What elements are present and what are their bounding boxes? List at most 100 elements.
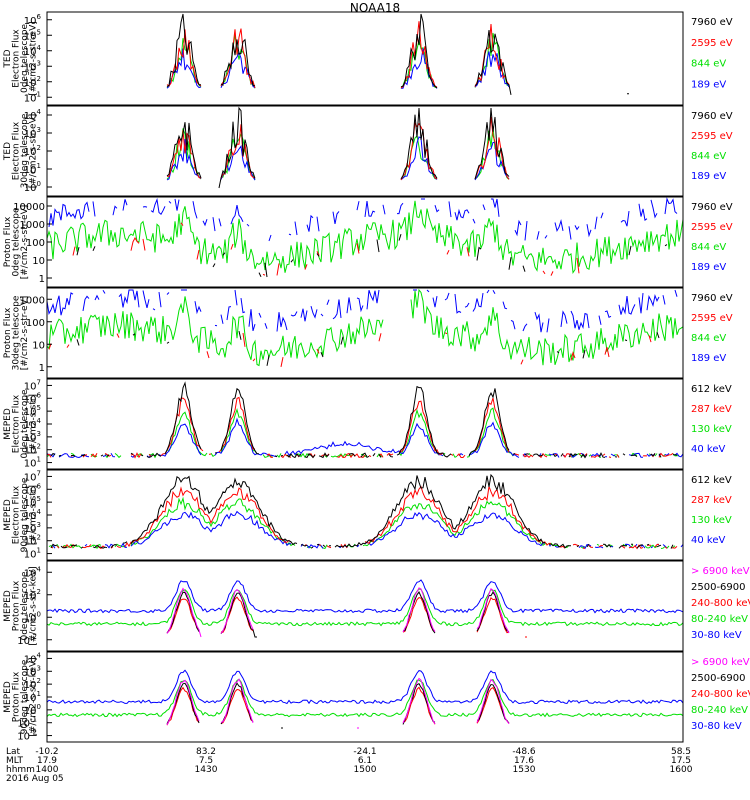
plot-frame [46,560,684,652]
legend-entry: 844 eV [691,59,726,70]
xaxis-tick-label: 58.5 [671,747,691,757]
ytick-label: 100 [26,238,45,249]
series-green-trace [46,200,684,275]
legend-entry: 189 eV [691,353,726,364]
legend-entry: 287 keV [691,495,732,506]
legend-entry: 130 keV [691,424,732,435]
xaxis-tick-label: -10.2 [35,747,58,757]
legend-entry: 80-240 keV [691,614,748,625]
xaxis-tick-label: 6.1 [358,756,372,766]
series-red-trace [47,398,679,458]
series-red-trace [166,21,510,89]
series-blue-trace [46,579,684,614]
xaxis-tick-label: 1600 [670,765,693,775]
ylabel-line: [#/cm2-s-str-eV] [29,114,39,189]
ylabel-line: 90deg telescope [20,659,30,734]
series-green-trace [166,32,510,89]
legend-entry: 80-240 keV [691,705,748,716]
ytick-label: 100 [26,318,45,329]
legend-entry: 612 keV [691,384,732,395]
xaxis-tick-label: 17.6 [514,756,534,766]
series-red-trace [166,116,510,181]
ylabel-line: [#/cm2-s-str-keV] [29,657,39,736]
xaxis-tick-label: 1500 [354,765,377,775]
legend-entry: 189 eV [691,171,726,182]
legend-entry: 2595 eV [691,222,733,233]
ylabel-line: [#/cm2-s-str-eV] [29,21,39,96]
ytick-label: 10 [32,340,45,351]
legend-entry: 287 keV [691,404,732,415]
xaxis-tick-label: -48.6 [512,747,536,757]
ylabel-line: Proton Flux [3,216,13,267]
series-green-trace [46,588,684,627]
legend-entry: 189 eV [691,262,726,273]
series-green-trace [46,288,684,367]
legend-entry: 844 eV [691,242,726,253]
ylabel-line: [#/cm2-s-str-keV] [29,566,39,645]
ylabel-line: 0deg telescope [12,207,22,277]
xaxis-tick-label: 7.5 [199,756,213,766]
ylabel-line: Proton Flux [12,671,22,722]
series-green-trace [166,126,510,181]
series-green-trace [47,408,683,457]
legend-entry: 240-800 keV [691,689,750,700]
series-blue-trace [166,136,510,181]
ylabel-line: Electron Flux [12,394,22,453]
legend-entry: > 6900 keV [691,657,750,668]
plot-frame [46,105,684,197]
legend-entry: 7960 eV [691,293,733,304]
legend-entry: 30-80 keV [691,630,742,641]
series-blue-trace [46,289,678,333]
legend-entry: 2500-6900 [691,673,746,684]
ylabel-line: 0deg telescope [20,24,30,94]
legend-entry: 240-800 keV [691,598,750,609]
ylabel-line: TED [3,49,13,68]
ylabel-line: 90deg telescope [20,477,30,552]
series-green-trace [46,678,684,718]
ylabel-line: TED [3,142,13,161]
xaxis-row-label: MLT [6,756,24,766]
series-red-trace [167,597,593,637]
xaxis-row-label: Lat [6,747,21,757]
series-blue-trace [166,48,510,89]
ylabel-line: Electron Flux [12,485,22,544]
series-black-trace [76,233,668,278]
xaxis-tick-label: 1530 [513,765,536,775]
legend-entry: 2595 eV [691,313,733,324]
ylabel-line: [#/cm2-s-str-eV] [20,205,30,280]
ytick-label: 1 [39,363,45,374]
plot-frame [46,287,684,379]
ylabel-line: [#/cm2-s-str] [29,394,39,454]
ylabel-line: Proton Flux [12,580,22,631]
date-label: 2016 Aug 05 [6,774,64,784]
legend-entry: 189 eV [691,79,726,90]
legend-entry: 7960 eV [691,202,733,213]
ylabel-line: MEPED [3,408,13,440]
ytick-label: 10 [32,256,45,267]
legend-entry: 40 keV [691,535,725,546]
ylabel-line: MEPED [3,590,13,622]
series-black-trace [166,682,510,729]
ylabel-line: [#/cm2-s-str-eV] [20,296,30,371]
xaxis-tick-label: -24.1 [353,747,376,757]
ytick-label: 1000 [20,295,45,306]
ylabel-line: Proton Flux [3,307,13,358]
legend-entry: 7960 eV [691,17,733,28]
ylabel-line: Electron Flux [12,121,22,180]
plot-frame [46,11,684,106]
ylabel-line: 30deg telescope [12,295,22,370]
xaxis-tick-label: 83.2 [196,747,216,757]
ylabel-line: 30deg telescope [20,113,30,188]
ytick-label: 10000 [13,202,45,213]
legend-entry: > 6900 keV [691,566,750,577]
xaxis-tick-label: 1430 [195,765,218,775]
legend-entry: 40 keV [691,444,725,455]
ylabel-line: Electron Flux [12,29,22,88]
legend-entry: 612 keV [691,475,732,486]
